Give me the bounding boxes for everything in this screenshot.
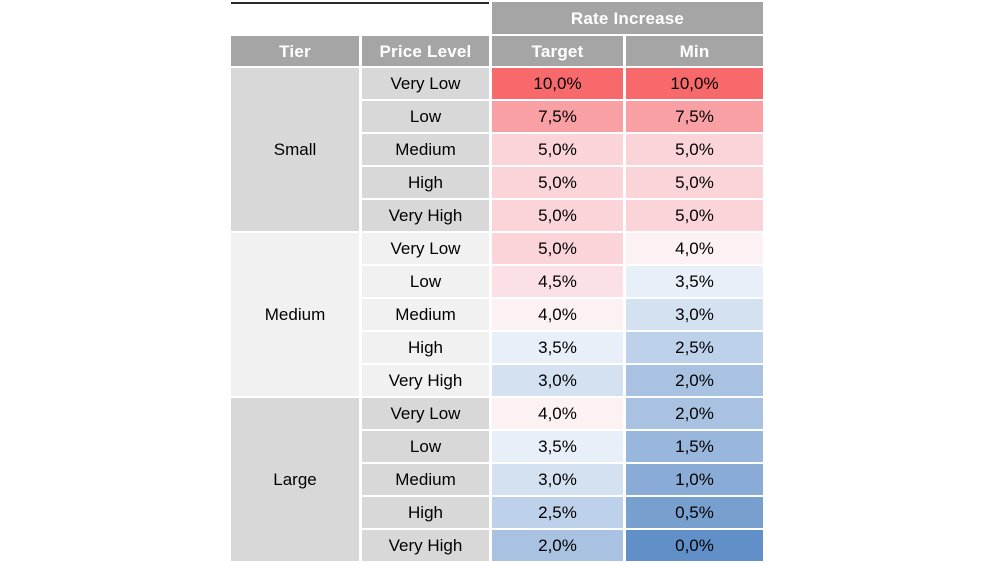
target-value-cell[interactable]: 4,5% bbox=[492, 266, 623, 297]
min-value-cell[interactable]: 7,5% bbox=[626, 101, 763, 132]
col-header-min[interactable]: Min bbox=[626, 36, 763, 66]
price-level-cell[interactable]: Very Low bbox=[362, 398, 489, 429]
min-value-cell[interactable]: 5,0% bbox=[626, 134, 763, 165]
price-level-cell[interactable]: Low bbox=[362, 431, 489, 462]
min-value-cell[interactable]: 0,5% bbox=[626, 497, 763, 528]
target-value-cell[interactable]: 10,0% bbox=[492, 68, 623, 99]
price-level-cell[interactable]: Low bbox=[362, 101, 489, 132]
tier-cell[interactable]: Large bbox=[231, 398, 359, 561]
price-level-cell[interactable]: Very Low bbox=[362, 233, 489, 264]
target-value-cell[interactable]: 5,0% bbox=[492, 233, 623, 264]
col-header-tier[interactable]: Tier bbox=[231, 36, 359, 66]
tier-cell[interactable]: Small bbox=[231, 68, 359, 231]
target-value-cell[interactable]: 3,5% bbox=[492, 431, 623, 462]
price-level-cell[interactable]: High bbox=[362, 497, 489, 528]
min-value-cell[interactable]: 3,5% bbox=[626, 266, 763, 297]
rate-table: Rate Increase Tier Price Level Target Mi… bbox=[231, 2, 763, 561]
target-value-cell[interactable]: 2,0% bbox=[492, 530, 623, 561]
min-value-cell[interactable]: 2,0% bbox=[626, 365, 763, 396]
price-level-cell[interactable]: Medium bbox=[362, 464, 489, 495]
price-level-cell[interactable]: Very Low bbox=[362, 68, 489, 99]
min-value-cell[interactable]: 5,0% bbox=[626, 167, 763, 198]
min-value-cell[interactable]: 5,0% bbox=[626, 200, 763, 231]
price-level-cell[interactable]: Very High bbox=[362, 365, 489, 396]
empty-corner-cell[interactable] bbox=[231, 2, 489, 34]
target-value-cell[interactable]: 5,0% bbox=[492, 167, 623, 198]
target-value-cell[interactable]: 3,0% bbox=[492, 464, 623, 495]
min-value-cell[interactable]: 1,0% bbox=[626, 464, 763, 495]
price-level-cell[interactable]: Medium bbox=[362, 134, 489, 165]
min-value-cell[interactable]: 0,0% bbox=[626, 530, 763, 561]
price-level-cell[interactable]: Very High bbox=[362, 530, 489, 561]
price-level-cell[interactable]: Medium bbox=[362, 299, 489, 330]
min-value-cell[interactable]: 1,5% bbox=[626, 431, 763, 462]
target-value-cell[interactable]: 4,0% bbox=[492, 398, 623, 429]
price-level-cell[interactable]: High bbox=[362, 167, 489, 198]
col-header-target[interactable]: Target bbox=[492, 36, 623, 66]
target-value-cell[interactable]: 5,0% bbox=[492, 200, 623, 231]
min-value-cell[interactable]: 2,0% bbox=[626, 398, 763, 429]
rate-increase-group-header[interactable]: Rate Increase bbox=[492, 2, 763, 34]
price-level-cell[interactable]: Very High bbox=[362, 200, 489, 231]
price-level-cell[interactable]: Low bbox=[362, 266, 489, 297]
col-header-price-level[interactable]: Price Level bbox=[362, 36, 489, 66]
min-value-cell[interactable]: 10,0% bbox=[626, 68, 763, 99]
min-value-cell[interactable]: 4,0% bbox=[626, 233, 763, 264]
target-value-cell[interactable]: 3,5% bbox=[492, 332, 623, 363]
target-value-cell[interactable]: 5,0% bbox=[492, 134, 623, 165]
min-value-cell[interactable]: 3,0% bbox=[626, 299, 763, 330]
target-value-cell[interactable]: 2,5% bbox=[492, 497, 623, 528]
min-value-cell[interactable]: 2,5% bbox=[626, 332, 763, 363]
target-value-cell[interactable]: 3,0% bbox=[492, 365, 623, 396]
tier-cell[interactable]: Medium bbox=[231, 233, 359, 396]
target-value-cell[interactable]: 4,0% bbox=[492, 299, 623, 330]
price-level-cell[interactable]: High bbox=[362, 332, 489, 363]
target-value-cell[interactable]: 7,5% bbox=[492, 101, 623, 132]
